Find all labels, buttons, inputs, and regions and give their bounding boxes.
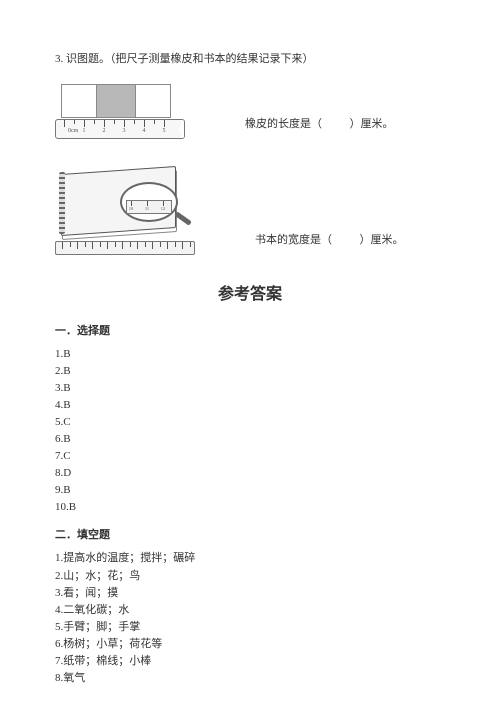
notebook: 10111213: [61, 164, 186, 239]
fill-answer-item: 4.二氧化碳；水: [55, 602, 445, 619]
ruler-eraser: 0cm12345: [55, 119, 185, 139]
choice-answer-item: 9.B: [55, 482, 445, 499]
fill-answer-item: 6.杨树；小草；荷花等: [55, 636, 445, 653]
eraser-label-band: [96, 85, 136, 117]
figure-notebook-row: 10111213 书本的宽度是（ ）厘米。: [55, 164, 445, 255]
fill-answer-item: 3.看；闻；摸: [55, 585, 445, 602]
fill-answer-item: 1.提高水的温度；搅拌；碾碎: [55, 550, 445, 567]
choice-answer-item: 10.B: [55, 499, 445, 516]
eraser-caption: 橡皮的长度是（ ）厘米。: [245, 115, 394, 139]
notebook-blank: [335, 234, 357, 246]
fill-answer-item: 8.氧气: [55, 670, 445, 687]
figure-eraser-row: 0cm12345 橡皮的长度是（ ）厘米。: [55, 84, 445, 139]
choice-answer-item: 8.D: [55, 465, 445, 482]
fill-answer-item: 7.纸带；棉线；小棒: [55, 653, 445, 670]
choice-answer-item: 5.C: [55, 414, 445, 431]
choice-answer-list: 1.B2.B3.B4.B5.C6.B7.C8.D9.B10.B: [55, 346, 445, 516]
eraser-blank: [325, 118, 347, 130]
answers-heading: 参考答案: [55, 280, 445, 304]
choice-answer-item: 7.C: [55, 448, 445, 465]
section-fill-title: 二．填空题: [55, 526, 445, 542]
eraser-caption-prefix: 橡皮的长度是（: [245, 118, 322, 130]
magnified-ruler: 10111213: [126, 200, 172, 214]
notebook-caption-suffix: ）厘米。: [360, 234, 404, 246]
ruler-notebook: [55, 241, 195, 255]
eraser-caption-suffix: ）厘米。: [350, 118, 394, 130]
choice-answer-item: 4.B: [55, 397, 445, 414]
eraser-figure: 0cm12345: [55, 84, 185, 139]
choice-answer-item: 2.B: [55, 363, 445, 380]
question-title: 3. 识图题。（把尺子测量橡皮和书本的结果记录下来）: [55, 50, 445, 66]
magnifier-lens: 10111213: [120, 182, 178, 222]
fill-answer-item: 2.山；水；花；鸟: [55, 568, 445, 585]
question-text: 识图题。（把尺子测量橡皮和书本的结果记录下来）: [66, 53, 314, 65]
section-choice-title: 一．选择题: [55, 322, 445, 338]
notebook-caption: 书本的宽度是（ ）厘米。: [255, 231, 404, 255]
choice-answer-item: 6.B: [55, 431, 445, 448]
notebook-spine: [59, 172, 65, 234]
notebook-figure: 10111213: [55, 164, 195, 255]
choice-answer-item: 1.B: [55, 346, 445, 363]
question-number: 3.: [55, 53, 63, 65]
fill-answer-list: 1.提高水的温度；搅拌；碾碎2.山；水；花；鸟3.看；闻；摸4.二氧化碳；水5.…: [55, 550, 445, 686]
notebook-caption-prefix: 书本的宽度是（: [255, 234, 332, 246]
fill-answer-item: 5.手臂；脚；手掌: [55, 619, 445, 636]
eraser-body: [61, 84, 171, 118]
choice-answer-item: 3.B: [55, 380, 445, 397]
